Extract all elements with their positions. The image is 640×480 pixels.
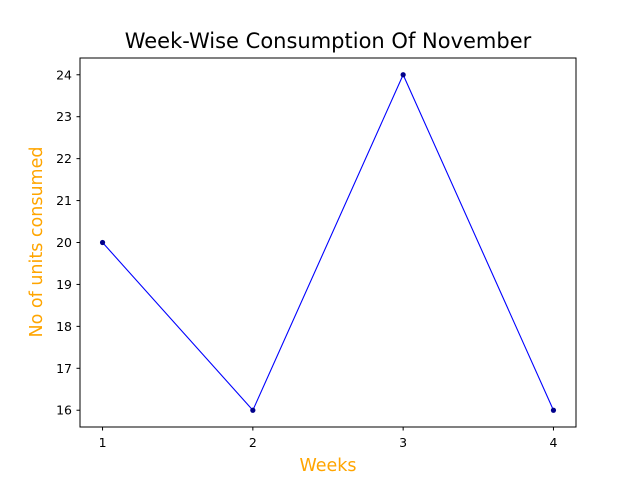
data-point: [400, 72, 406, 78]
x-tick-label: 1: [99, 435, 107, 450]
y-tick-label: 23: [56, 109, 72, 124]
chart-title: Week-Wise Consumption Of November: [125, 29, 532, 53]
x-tick-label: 4: [549, 435, 557, 450]
data-point: [250, 407, 256, 413]
data-point: [550, 407, 557, 413]
y-tick-label: 19: [56, 277, 72, 292]
x-axis-label: Weeks: [299, 456, 356, 476]
y-tick-label: 24: [56, 67, 72, 82]
y-tick-label: 21: [56, 193, 72, 208]
series-layer: [99, 72, 557, 413]
data-point: [99, 239, 106, 246]
x-tick-label: 2: [249, 435, 257, 450]
y-tick-label: 17: [56, 361, 72, 376]
series-line: [102, 73, 554, 412]
y-tick-label: 22: [56, 151, 72, 166]
y-tick-label: 20: [56, 235, 72, 250]
y-tick-label: 16: [56, 403, 72, 418]
x-axis-ticks: 1 2 3 4: [99, 427, 557, 450]
y-tick-label: 18: [56, 319, 72, 334]
y-axis-label: No of units consumed: [27, 147, 47, 338]
y-axis-ticks: 16 17 18 19 20 21 22 23 24: [56, 67, 80, 418]
x-tick-label: 3: [399, 435, 407, 450]
